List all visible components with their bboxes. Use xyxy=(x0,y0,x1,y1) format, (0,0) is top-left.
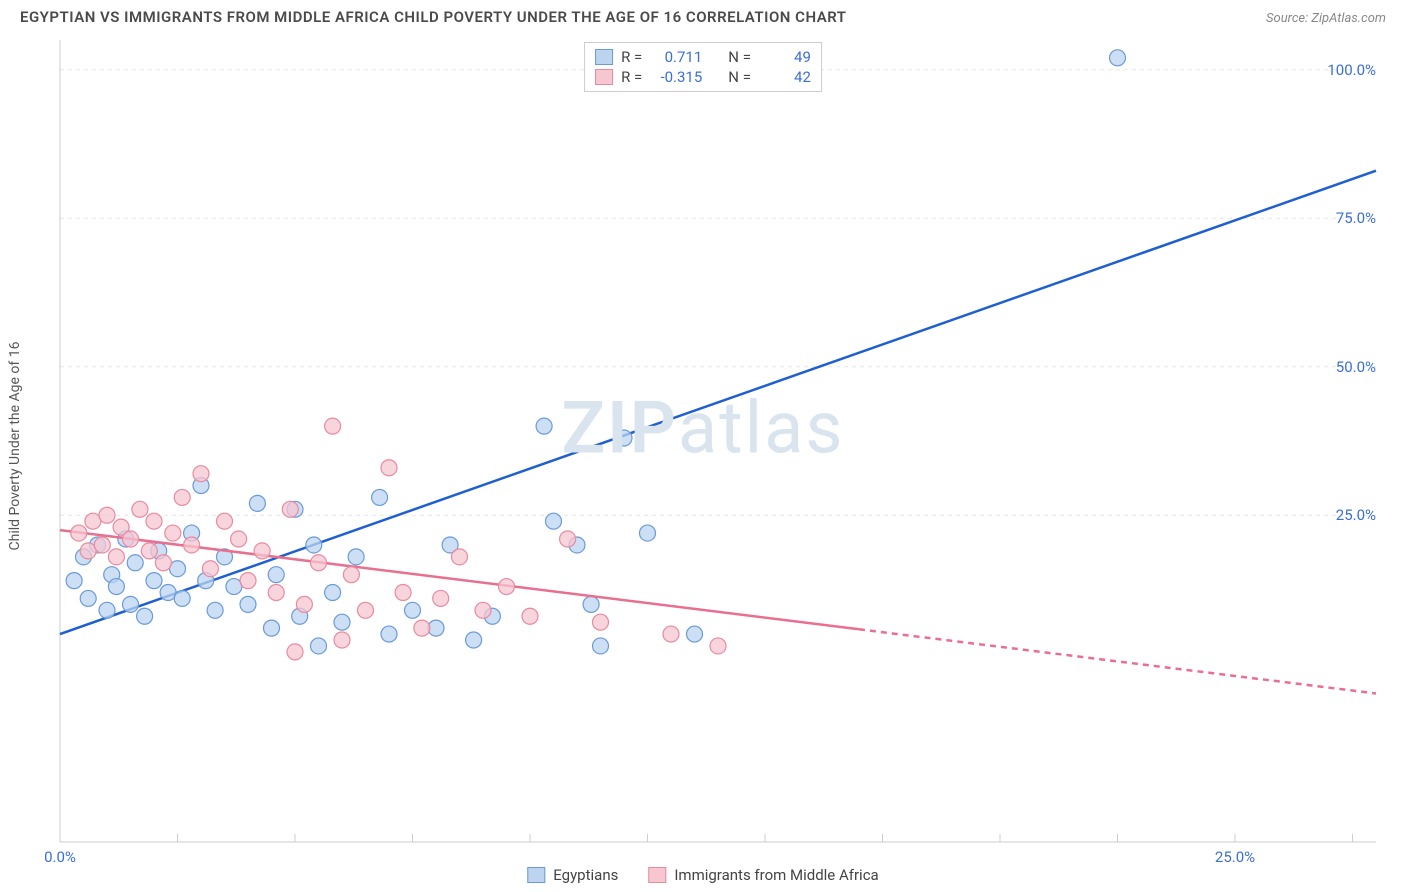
y-axis-label: Child Poverty Under the Age of 16 xyxy=(7,342,23,551)
legend-label-0: Egyptians xyxy=(553,866,618,884)
legend-item-0: Egyptians xyxy=(527,866,618,884)
stats-r-value-0: 0.711 xyxy=(650,48,702,66)
bottom-legend: Egyptians Immigrants from Middle Africa xyxy=(527,866,878,884)
legend-label-1: Immigrants from Middle Africa xyxy=(674,866,878,884)
scatter-plot xyxy=(0,0,1406,892)
y-tick-label: 75.0% xyxy=(1336,209,1376,227)
stats-n-label-1: N = xyxy=(728,68,751,86)
stats-row-1: R = -0.315 N = 42 xyxy=(595,67,811,87)
chart-source: Source: ZipAtlas.com xyxy=(1266,11,1386,26)
legend-item-1: Immigrants from Middle Africa xyxy=(648,866,878,884)
y-tick-label: 100.0% xyxy=(1327,61,1376,79)
stats-n-value-0: 49 xyxy=(759,48,811,66)
y-tick-label: 50.0% xyxy=(1336,358,1376,376)
stats-row-0: R = 0.711 N = 49 xyxy=(595,47,811,67)
stats-swatch-1 xyxy=(595,69,613,85)
chart-header: EGYPTIAN VS IMMIGRANTS FROM MIDDLE AFRIC… xyxy=(20,8,1386,26)
stats-box: R = 0.711 N = 49 R = -0.315 N = 42 xyxy=(584,42,822,92)
legend-swatch-1 xyxy=(648,867,666,883)
chart-title: EGYPTIAN VS IMMIGRANTS FROM MIDDLE AFRIC… xyxy=(20,8,846,26)
stats-n-value-1: 42 xyxy=(759,68,811,86)
legend-swatch-0 xyxy=(527,867,545,883)
stats-swatch-0 xyxy=(595,49,613,65)
x-tick-label: 25.0% xyxy=(1215,848,1255,866)
stats-r-label-1: R = xyxy=(621,68,642,86)
y-tick-label: 25.0% xyxy=(1336,506,1376,524)
stats-r-value-1: -0.315 xyxy=(650,68,702,86)
stats-n-label: N = xyxy=(728,48,751,66)
stats-r-label: R = xyxy=(621,48,642,66)
x-tick-label: 0.0% xyxy=(44,848,76,866)
